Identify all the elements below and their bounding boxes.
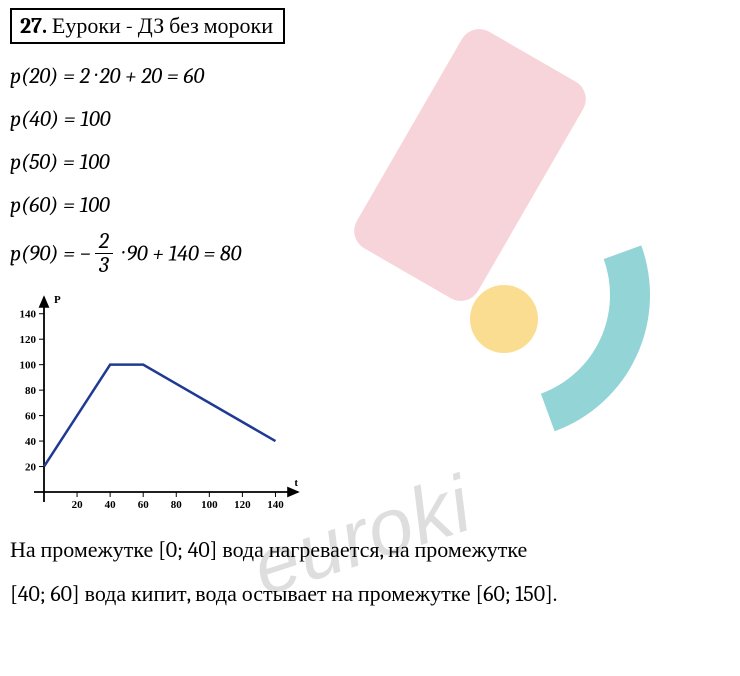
svg-text:40: 40	[105, 499, 117, 511]
svg-text:80: 80	[171, 499, 183, 511]
equation-5: p(90) = −23 · 90 + 140 = 80	[10, 232, 730, 279]
chart: 20 40 60 80 100 120 140 20 40 60 80 100 120 140 Pt	[10, 289, 310, 514]
fraction-num: 2	[95, 230, 113, 254]
header-box: 27. Еуроки - ДЗ без мороки	[10, 8, 285, 44]
svg-text:140: 140	[267, 499, 284, 511]
svg-text:60: 60	[25, 411, 37, 423]
fraction-den: 3	[95, 254, 113, 277]
conclusion-line2: [40; 60] вода кипит, вода остывает на пр…	[10, 572, 730, 616]
svg-text:40: 40	[25, 436, 37, 448]
svg-text:t: t	[294, 477, 298, 489]
header-title: Еуроки - ДЗ без мороки	[47, 13, 273, 39]
conclusion-line1: На промежутке [0; 40] вода нагревается, …	[10, 528, 730, 572]
svg-text:100: 100	[20, 360, 37, 372]
equation-1: p(20) = 2 · 20 + 20 = 60	[10, 60, 730, 93]
svg-text:120: 120	[234, 499, 251, 511]
equation-3: p(50) = 100	[10, 146, 730, 179]
problem-number: 27.	[20, 13, 47, 39]
equation-4: p(60) = 100	[10, 189, 730, 222]
equation-2: p(40) = 100	[10, 103, 730, 136]
chart-svg: 20 40 60 80 100 120 140 20 40 60 80 100 120 140 Pt	[10, 289, 310, 514]
svg-text:20: 20	[25, 462, 37, 474]
svg-text:P: P	[54, 294, 61, 306]
eq5-post: · 90 + 140 = 80	[117, 241, 241, 267]
svg-text:20: 20	[72, 499, 84, 511]
eq5-pre: p(90) = −	[10, 241, 91, 267]
conclusion-text: На промежутке [0; 40] вода нагревается, …	[10, 528, 730, 616]
svg-text:80: 80	[25, 385, 37, 397]
svg-text:140: 140	[20, 309, 37, 321]
svg-text:60: 60	[138, 499, 150, 511]
svg-text:120: 120	[20, 334, 37, 346]
fraction: 23	[95, 230, 113, 277]
svg-text:100: 100	[201, 499, 218, 511]
